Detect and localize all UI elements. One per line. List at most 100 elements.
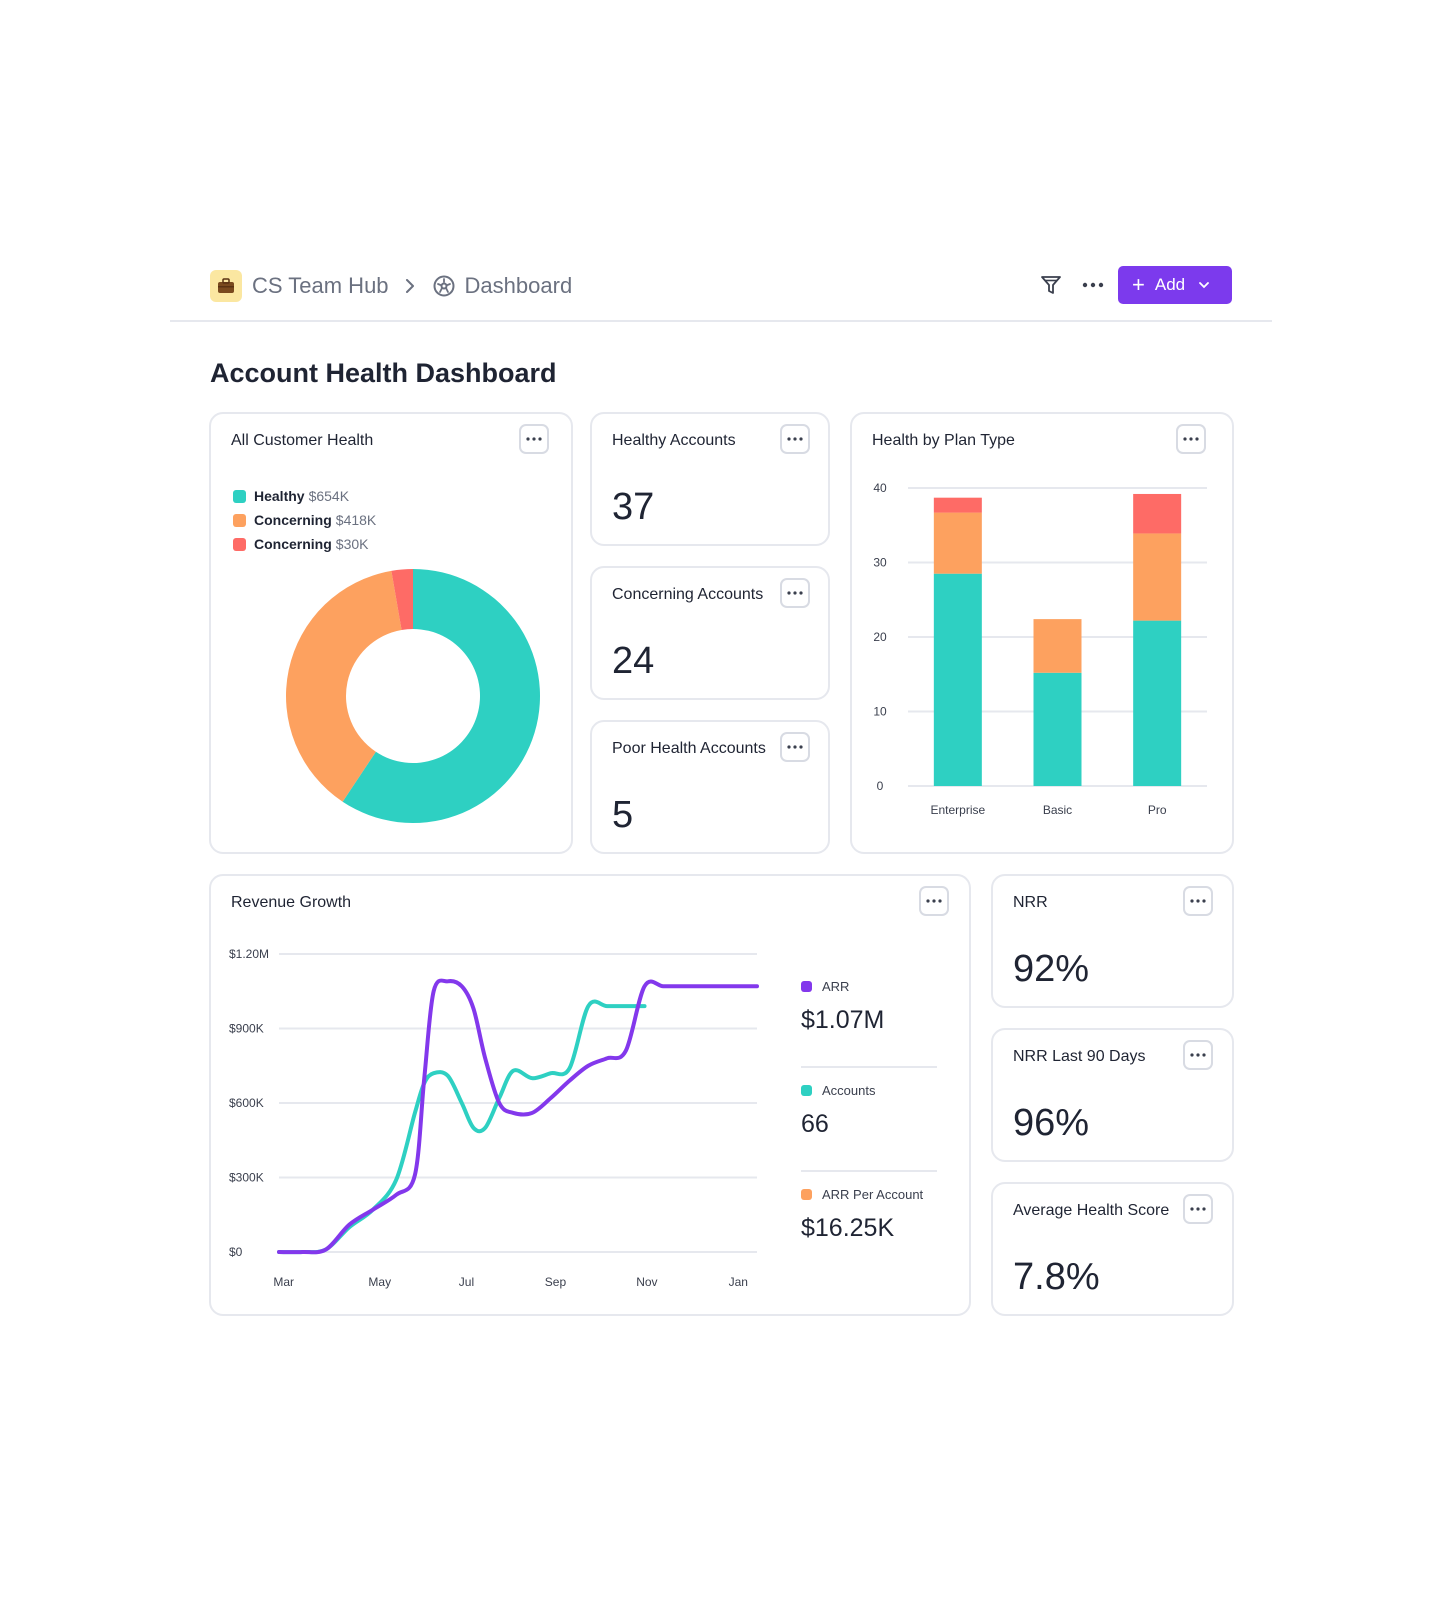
nrr-90-days-card: NRR Last 90 Days 96% xyxy=(991,1028,1234,1162)
revenue-growth-card: Revenue Growth $0 $300K $600K $900K $1.20M Ma… xyxy=(209,874,971,1316)
briefcase-icon[interactable] xyxy=(210,270,242,302)
donut-slice xyxy=(342,569,541,823)
y-tick-label: 10 xyxy=(873,705,887,719)
x-tick-label: May xyxy=(368,1275,391,1289)
donut-slice xyxy=(391,569,413,630)
chevron-down-icon[interactable] xyxy=(1199,281,1210,289)
breadcrumb: CS Team Hub Dashboard xyxy=(210,269,572,303)
legend-value: $418K xyxy=(335,512,377,528)
concerning-accounts-card: Concerning Accounts 24 xyxy=(590,566,830,700)
stat-value: $1.07M xyxy=(801,1006,885,1034)
card-title: Concerning Accounts xyxy=(612,586,764,603)
x-tick-label: Pro xyxy=(1148,803,1167,817)
bar-segment xyxy=(1133,533,1182,621)
card-menu-button[interactable] xyxy=(780,578,810,608)
breadcrumb-workspace[interactable]: CS Team Hub xyxy=(252,273,389,298)
revenue-stat: ARR $1.07M xyxy=(801,976,937,1068)
legend-swatch xyxy=(233,489,246,503)
legend-label: Healthy xyxy=(254,488,305,504)
plan-bar-chart: 0 10 20 30 40 Enterprise Basic Pro xyxy=(873,481,1207,817)
add-button[interactable]: + Add xyxy=(1118,266,1232,304)
legend-value: $654K xyxy=(308,488,350,504)
legend-swatch xyxy=(801,980,812,992)
legend-swatch xyxy=(801,1084,812,1096)
card-title: Healthy Accounts xyxy=(612,432,736,449)
card-menu-button[interactable] xyxy=(1176,424,1206,454)
metric-value: 5 xyxy=(612,794,634,836)
metric-value: 24 xyxy=(612,640,655,682)
bar-segment xyxy=(933,573,982,786)
stat-value: 66 xyxy=(801,1110,829,1138)
revenue-line-chart: $0 $300K $600K $900K $1.20M Mar May Jul Sep Nov Ja… xyxy=(229,947,759,1289)
filter-icon[interactable] xyxy=(1036,270,1066,300)
bar-segment xyxy=(933,497,982,513)
card-menu-button[interactable] xyxy=(1183,886,1213,916)
plan-type-card: Health by Plan Type 0 10 20 30 40 Enterprise B… xyxy=(850,412,1234,854)
card-menu-button[interactable] xyxy=(919,886,949,916)
legend-item: Concerning $418K xyxy=(233,508,376,532)
card-title: Revenue Growth xyxy=(231,894,352,911)
bar-segment xyxy=(1133,493,1182,534)
y-tick-label: $900K xyxy=(229,1022,264,1036)
card-menu-button[interactable] xyxy=(519,424,549,454)
y-tick-label: 20 xyxy=(873,630,887,644)
average-health-score-card: Average Health Score 7.8% xyxy=(991,1182,1234,1316)
legend-label: Concerning xyxy=(254,512,332,528)
more-options-icon[interactable] xyxy=(1078,270,1108,300)
legend-swatch xyxy=(233,537,246,551)
card-menu-button[interactable] xyxy=(1183,1040,1213,1070)
bar-segment xyxy=(1033,619,1082,673)
breadcrumb-page[interactable]: Dashboard xyxy=(464,273,573,298)
y-tick-label: 0 xyxy=(877,779,884,793)
y-tick-label: 30 xyxy=(873,556,887,570)
series-line xyxy=(277,999,647,1255)
series-line xyxy=(277,978,759,1255)
chevron-right-icon xyxy=(405,279,415,293)
card-title: Poor Health Accounts xyxy=(612,740,766,757)
metric-value: 92% xyxy=(1013,948,1090,990)
card-menu-button[interactable] xyxy=(1183,1194,1213,1224)
donut-chart xyxy=(286,569,541,823)
card-title: Health by Plan Type xyxy=(872,432,1015,449)
metric-value: 37 xyxy=(612,486,655,528)
metric-value: 7.8% xyxy=(1013,1256,1100,1298)
stat-label: ARR xyxy=(822,978,850,994)
x-tick-label: Sep xyxy=(545,1275,567,1289)
bar-segment xyxy=(933,512,982,574)
card-menu-button[interactable] xyxy=(780,424,810,454)
poor-health-accounts-card: Poor Health Accounts 5 xyxy=(590,720,830,854)
legend-value: $30K xyxy=(335,536,369,552)
card-title: All Customer Health xyxy=(231,432,374,449)
page-title: Account Health Dashboard xyxy=(210,358,557,388)
card-menu-button[interactable] xyxy=(780,732,810,762)
y-tick-label: $1.20M xyxy=(229,947,269,961)
legend-item: Healthy $654K xyxy=(233,484,376,508)
metric-value: 96% xyxy=(1013,1102,1090,1144)
add-button-label: Add xyxy=(1154,275,1186,294)
revenue-stat: ARR Per Account $16.25K xyxy=(801,1184,937,1276)
x-tick-label: Nov xyxy=(636,1275,657,1289)
x-tick-label: Enterprise xyxy=(930,803,985,817)
y-tick-label: 40 xyxy=(873,481,887,495)
x-tick-label: Mar xyxy=(273,1275,294,1289)
legend-label: Concerning xyxy=(254,536,332,552)
legend-swatch xyxy=(233,513,246,527)
dashboard-icon xyxy=(433,275,455,297)
customer-health-card: All Customer Health Healthy $654K Concer… xyxy=(209,412,573,854)
card-title: Average Health Score xyxy=(1013,1202,1170,1219)
revenue-legend: ARR $1.07M Accounts 66 ARR Per Account $… xyxy=(801,976,937,1288)
donut-slice xyxy=(286,570,402,802)
stat-label: ARR Per Account xyxy=(822,1186,924,1202)
legend-item: Concerning $30K xyxy=(233,532,376,556)
y-tick-label: $600K xyxy=(229,1096,264,1110)
stat-label: Accounts xyxy=(822,1082,876,1098)
card-title: NRR Last 90 Days xyxy=(1013,1048,1146,1065)
x-tick-label: Jan xyxy=(729,1275,748,1289)
y-tick-label: $300K xyxy=(229,1171,264,1185)
x-tick-label: Jul xyxy=(459,1275,474,1289)
legend-swatch xyxy=(801,1188,812,1200)
stat-value: $16.25K xyxy=(801,1214,895,1242)
x-tick-label: Basic xyxy=(1043,803,1072,817)
bar-segment xyxy=(1033,672,1082,786)
y-tick-label: $0 xyxy=(229,1245,243,1259)
